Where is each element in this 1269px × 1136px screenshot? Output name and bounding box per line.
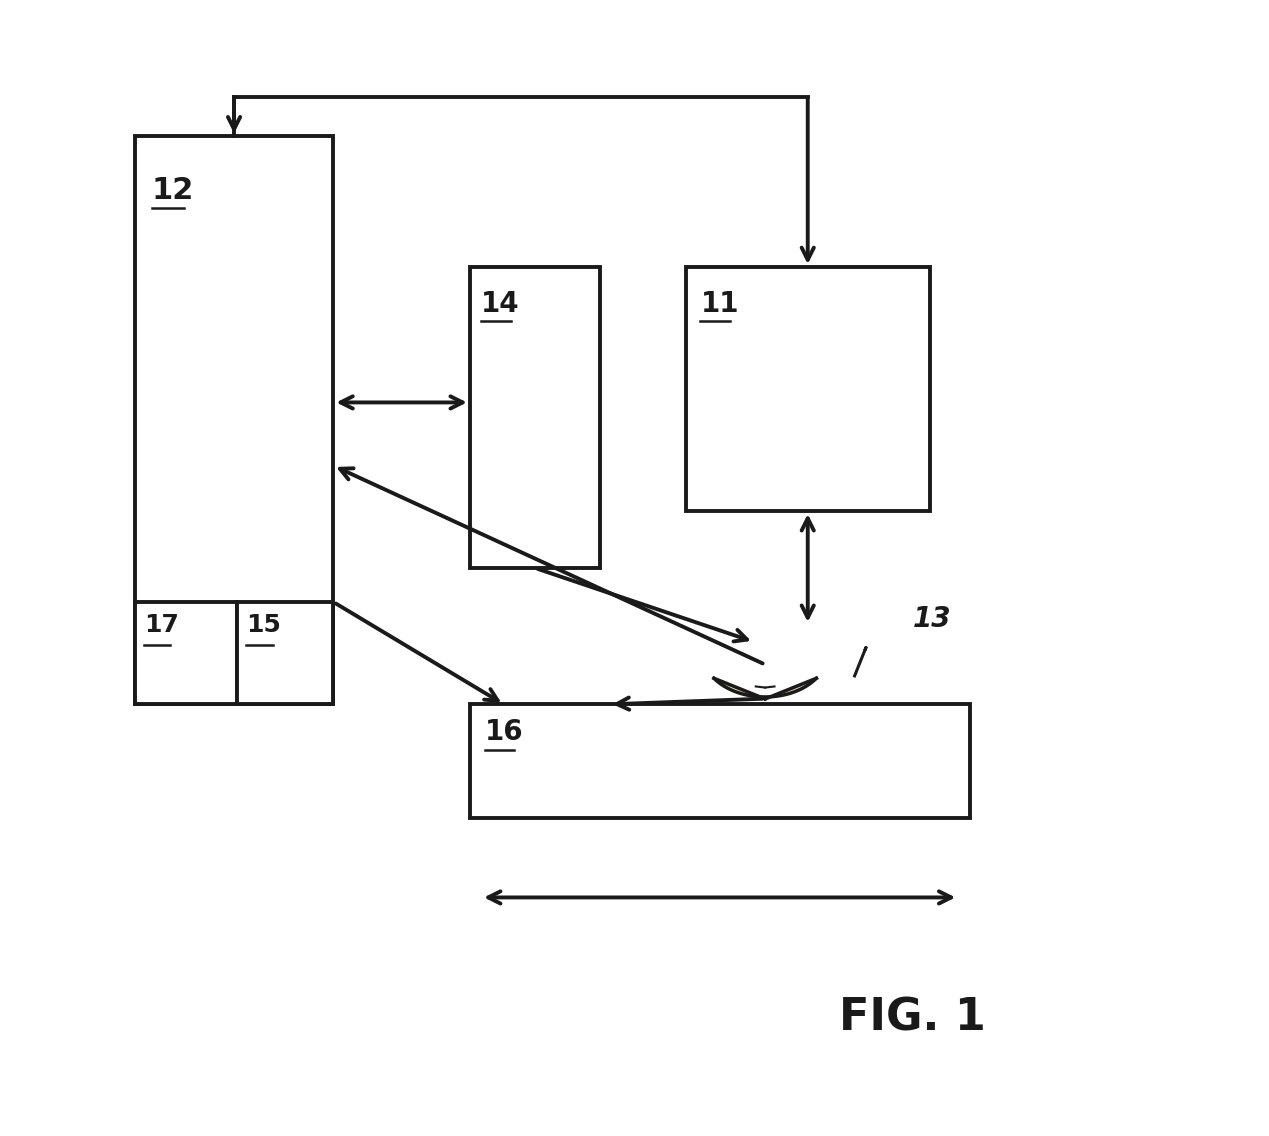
Bar [685,267,930,511]
Bar [470,704,970,818]
Polygon shape [714,678,816,699]
Text: FIG. 1: FIG. 1 [839,996,986,1039]
Text: 13: 13 [912,605,952,633]
Text: 14: 14 [481,290,520,318]
Bar [135,136,334,704]
Text: 16: 16 [485,718,523,746]
Text: 11: 11 [700,290,739,318]
Bar [237,602,334,704]
Text: 17: 17 [143,613,179,637]
Text: 15: 15 [246,613,280,637]
Text: 12: 12 [152,176,194,206]
Bar [135,602,237,704]
Bar [470,267,600,568]
